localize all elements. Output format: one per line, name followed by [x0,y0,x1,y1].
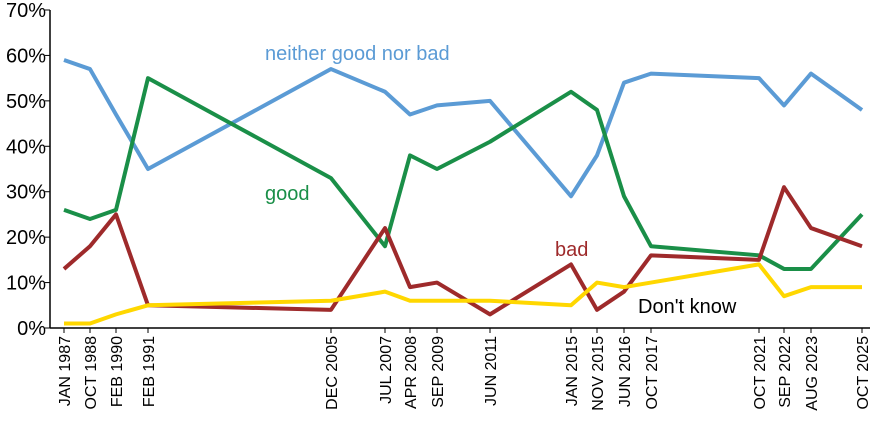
y-tick-label: 40% [6,136,46,158]
y-tick-label: 70% [6,0,46,22]
x-tick-label: OCT 2021 [752,336,769,410]
x-tick-label: APR 2008 [403,336,420,409]
y-tick-label: 50% [6,91,46,113]
x-tick-label: AUG 2023 [804,336,821,411]
x-tick-label: FEB 1990 [109,336,126,407]
x-tick-label: JUL 2007 [378,336,395,404]
y-tick-label: 60% [6,45,46,67]
x-tick-label: SEP 2009 [430,336,447,408]
y-tick-label: 10% [6,273,46,295]
x-tick-label: OCT 2025 [855,336,872,410]
series-line [63,58,864,199]
series-line [64,262,862,326]
x-tick-label: OCT 2017 [644,336,661,410]
y-tick-label: 30% [6,182,46,204]
series-label: neither good nor bad [265,43,450,65]
y-tick-label: 0% [17,318,46,340]
x-tick-label: JAN 1987 [57,336,74,406]
x-tick-label: JUN 2011 [483,336,500,406]
x-tick-label: DEC 2005 [324,336,341,410]
series-label: Don't know [638,296,737,318]
x-tick-label: JUN 2016 [617,336,634,407]
x-tick-label: JAN 2015 [564,336,581,406]
x-tick-label: SEP 2022 [777,336,794,408]
y-tick-label: 20% [6,227,46,249]
series-label: good [265,183,310,205]
series-line [63,76,864,271]
x-tick-label: FEB 1991 [141,336,158,407]
series-line [62,185,863,317]
x-tick-label: OCT 1988 [83,336,100,410]
series-label: bad [555,239,588,261]
x-tick-label: NOV 2015 [590,336,607,411]
